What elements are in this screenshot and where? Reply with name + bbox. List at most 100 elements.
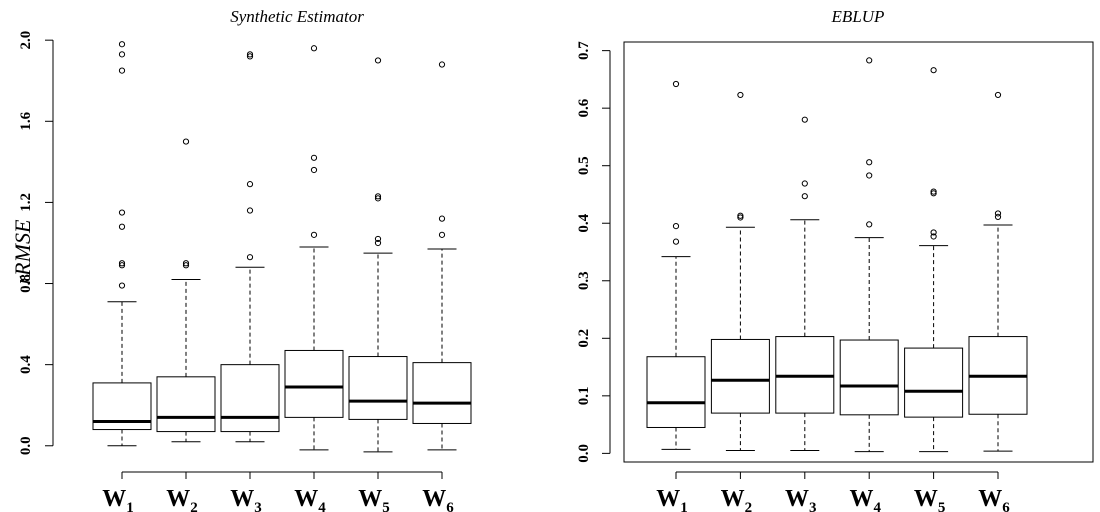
outlier-point xyxy=(930,233,937,240)
outlier-point xyxy=(930,188,937,195)
outlier-point xyxy=(310,154,318,161)
x-tick-label-subscript: 1 xyxy=(126,500,134,512)
outlier-point xyxy=(374,239,382,247)
outlier-point xyxy=(246,254,254,261)
x-tick-label: W3 xyxy=(230,486,262,512)
outlier-point xyxy=(737,214,744,221)
iqr-box xyxy=(348,356,408,420)
iqr-box xyxy=(710,338,770,414)
x-tick-label-base: W xyxy=(978,486,1002,512)
outlier-point xyxy=(994,213,1002,221)
outlier-point xyxy=(374,57,382,64)
x-tick-label: W2 xyxy=(721,486,753,512)
outlier-point xyxy=(672,80,680,88)
x-tick-label-subscript: 4 xyxy=(318,500,326,512)
box-1: W1 xyxy=(92,41,152,512)
x-tick-label-base: W xyxy=(914,486,938,512)
y-tick-label: 0.2 xyxy=(576,329,592,348)
outlier-point xyxy=(310,166,318,174)
plot-frame xyxy=(623,41,1094,463)
x-tick-label-base: W xyxy=(102,486,126,512)
x-tick-label: W4 xyxy=(849,486,881,512)
y-axis-label: rRMSE xyxy=(10,219,35,284)
outlier-point xyxy=(801,180,808,187)
iqr-box xyxy=(904,347,964,418)
outlier-point xyxy=(246,51,254,58)
iqr-box xyxy=(156,376,216,433)
y-tick-label: 0.5 xyxy=(576,156,592,175)
x-tick-label-subscript: 6 xyxy=(1002,500,1010,512)
x-tick-label-subscript: 3 xyxy=(809,500,817,512)
box-2: W2 xyxy=(156,138,216,512)
outlier-point xyxy=(866,172,873,179)
outlier-point xyxy=(118,260,126,267)
outlier-point xyxy=(866,221,873,228)
outlier-point xyxy=(672,238,680,245)
x-tick-label-base: W xyxy=(656,486,680,512)
box-6: W6 xyxy=(412,61,472,512)
x-tick-label: W1 xyxy=(656,486,688,512)
chart-panel-1: Synthetic Estimator rRMSE 0.0 0.4 0.8 1.2 1.6 2… xyxy=(10,7,472,512)
outlier-point xyxy=(994,91,1002,99)
iqr-box xyxy=(412,362,472,424)
box-3: W3 xyxy=(775,116,835,512)
x-tick-label-base: W xyxy=(166,486,190,512)
outlier-point xyxy=(246,207,254,214)
outlier-point xyxy=(182,262,190,269)
x-tick-label: W6 xyxy=(422,486,454,512)
y-tick-label: 1.6 xyxy=(18,111,34,130)
x-tick-label-base: W xyxy=(422,486,446,512)
y-tick-label: 2.0 xyxy=(18,31,34,50)
x-tick-label-subscript: 3 xyxy=(254,500,262,512)
outlier-point xyxy=(737,212,744,219)
outlier-point xyxy=(866,57,873,64)
box-4: W4 xyxy=(284,45,344,512)
chart-title: Synthetic Estimator xyxy=(230,7,364,26)
x-tick-label-base: W xyxy=(358,486,382,512)
box-3: W3 xyxy=(220,51,280,512)
outlier-point xyxy=(374,195,382,202)
outlier-point xyxy=(118,262,126,269)
x-tick-label: W2 xyxy=(166,486,198,512)
x-tick-label: W6 xyxy=(978,486,1010,512)
outlier-point xyxy=(438,215,446,222)
outlier-point xyxy=(118,67,126,74)
outlier-point xyxy=(118,51,126,58)
outlier-point xyxy=(374,235,382,243)
box-5: W5 xyxy=(904,67,964,512)
outlier-point xyxy=(118,41,126,48)
x-tick-label-subscript: 5 xyxy=(382,500,390,512)
x-tick-label-base: W xyxy=(294,486,318,512)
outlier-point xyxy=(310,45,318,52)
y-tick-label: 0.4 xyxy=(576,213,592,232)
outlier-point xyxy=(930,190,937,197)
x-tick-label: W5 xyxy=(914,486,946,512)
x-tick-label-subscript: 4 xyxy=(873,500,881,512)
outlier-point xyxy=(438,231,446,238)
outlier-point xyxy=(246,53,254,60)
x-tick-label-subscript: 5 xyxy=(938,500,946,512)
y-tick-label: 0.8 xyxy=(18,274,34,293)
y-tick-label: 0.0 xyxy=(576,444,592,463)
outlier-point xyxy=(672,223,680,230)
y-tick-label: 0.0 xyxy=(18,436,34,455)
y-tick-label: 1.2 xyxy=(18,193,34,212)
x-tick-label-subscript: 6 xyxy=(446,500,454,512)
x-tick-label: W1 xyxy=(102,486,134,512)
box-2: W2 xyxy=(710,91,770,512)
outlier-point xyxy=(310,231,318,238)
x-tick-label-subscript: 2 xyxy=(745,500,753,512)
chart-title: EBLUP xyxy=(831,7,885,26)
outlier-point xyxy=(866,159,873,166)
x-tick-label-base: W xyxy=(721,486,745,512)
outlier-point xyxy=(182,260,190,267)
outlier-point xyxy=(246,181,254,188)
outlier-point xyxy=(374,193,382,200)
outlier-point xyxy=(438,61,446,68)
outlier-point xyxy=(182,138,190,145)
outlier-point xyxy=(801,116,808,123)
x-tick-label: W4 xyxy=(294,486,326,512)
iqr-box xyxy=(284,349,344,418)
